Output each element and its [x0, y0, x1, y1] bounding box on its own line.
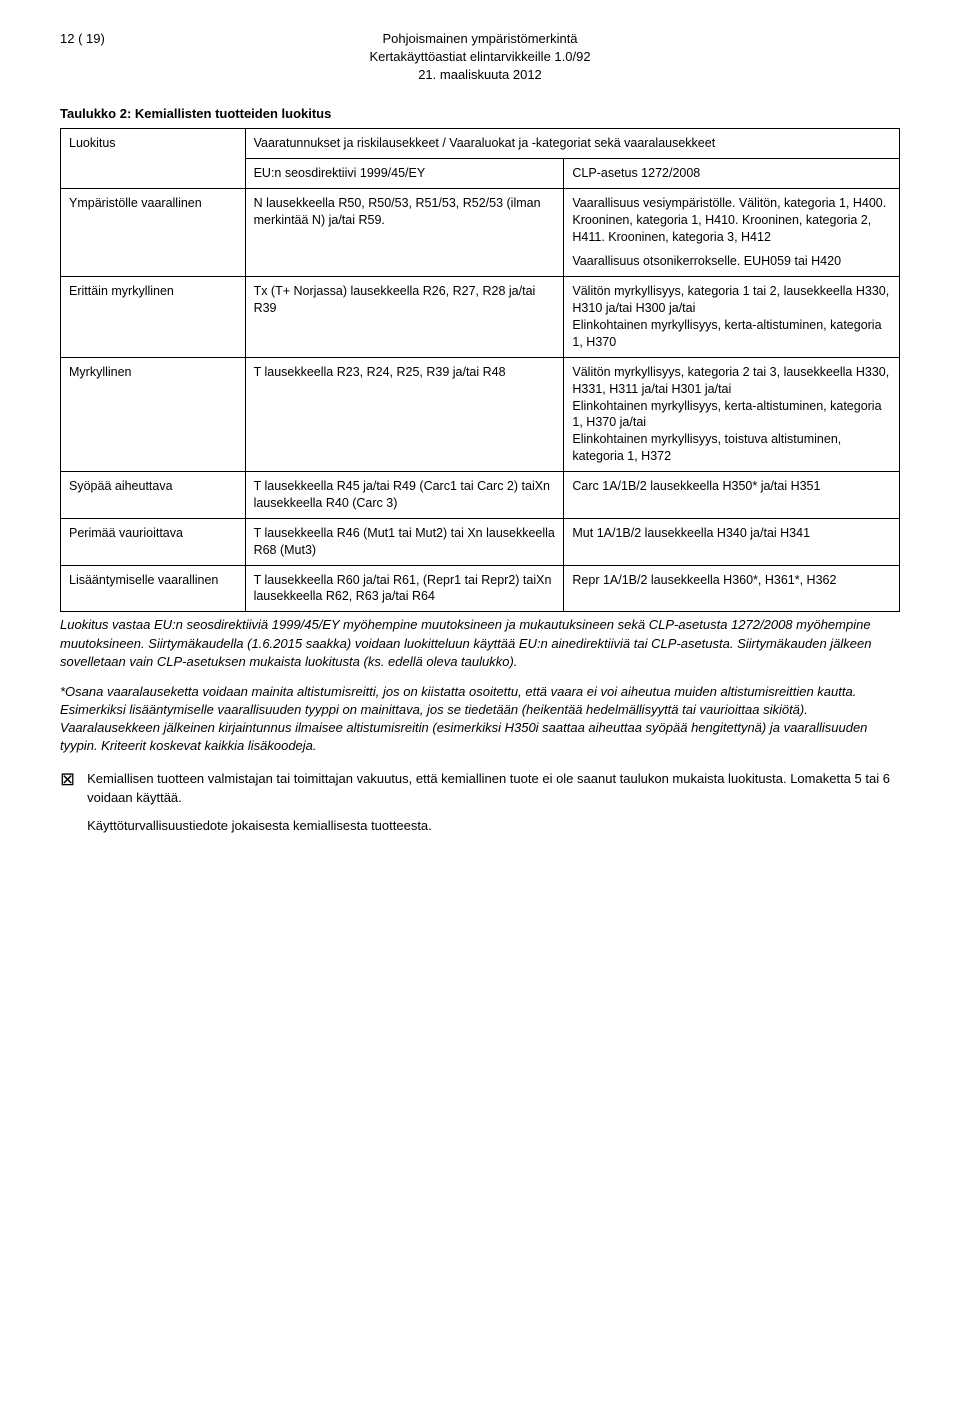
table-row: Myrkyllinen T lausekkeella R23, R24, R25…	[61, 357, 900, 471]
cell-right-main: Vaarallisuus vesiympäristölle. Välitön, …	[572, 196, 886, 244]
italic-note-1: Luokitus vastaa EU:n seosdirektiiviä 199…	[60, 616, 900, 671]
doc-title-line1: Pohjoismainen ympäristömerkintä	[60, 30, 900, 48]
cell-mid: T lausekkeella R60 ja/tai R61, (Repr1 ta…	[245, 565, 564, 612]
table-row: Ympäristölle vaarallinen N lausekkeella …	[61, 188, 900, 277]
cell-category: Syöpää aiheuttava	[61, 472, 246, 519]
subheader-right: CLP-asetus 1272/2008	[564, 158, 900, 188]
italic-note-2: *Osana vaaralauseketta voidaan mainita a…	[60, 683, 900, 756]
cell-category: Erittäin myrkyllinen	[61, 277, 246, 358]
table-row: Perimää vaurioittava T lausekkeella R46 …	[61, 518, 900, 565]
cell-mid: Tx (T+ Norjassa) lausekkeella R26, R27, …	[245, 277, 564, 358]
col-header-luokitus: Luokitus	[61, 129, 246, 189]
cell-mid: T lausekkeella R45 ja/tai R49 (Carc1 tai…	[245, 472, 564, 519]
checkbox-text-1: Kemiallisen tuotteen valmistajan tai toi…	[87, 770, 900, 808]
cell-right: Välitön myrkyllisyys, kategoria 2 tai 3,…	[564, 357, 900, 471]
cell-right: Repr 1A/1B/2 lausekkeella H360*, H361*, …	[564, 565, 900, 612]
table-row: Erittäin myrkyllinen Tx (T+ Norjassa) la…	[61, 277, 900, 358]
col-header-right-span: Vaaratunnukset ja riskilausekkeet / Vaar…	[245, 129, 899, 159]
checkbox-text-block: Kemiallisen tuotteen valmistajan tai toi…	[87, 770, 900, 837]
doc-title-line2: Kertakäyttöastiat elintarvikkeille 1.0/9…	[60, 48, 900, 66]
cell-right: Mut 1A/1B/2 lausekkeella H340 ja/tai H34…	[564, 518, 900, 565]
document-title-block: Pohjoismainen ympäristömerkintä Kertakäy…	[60, 30, 900, 85]
table-row: Syöpää aiheuttava T lausekkeella R45 ja/…	[61, 472, 900, 519]
cell-category: Myrkyllinen	[61, 357, 246, 471]
cell-category: Ympäristölle vaarallinen	[61, 188, 246, 277]
checkbox-text-2: Käyttöturvallisuustiedote jokaisesta kem…	[87, 817, 900, 836]
cell-category: Perimää vaurioittava	[61, 518, 246, 565]
cell-right-extra: Vaarallisuus otsonikerrokselle. EUH059 t…	[572, 253, 891, 270]
subheader-mid: EU:n seosdirektiivi 1999/45/EY	[245, 158, 564, 188]
page-number: 12 ( 19)	[60, 30, 105, 48]
classification-table: Luokitus Vaaratunnukset ja riskilausekke…	[60, 128, 900, 612]
checkbox-row: ⊠ Kemiallisen tuotteen valmistajan tai t…	[60, 770, 900, 837]
table-header-row: Luokitus Vaaratunnukset ja riskilausekke…	[61, 129, 900, 159]
table-caption: Taulukko 2: Kemiallisten tuotteiden luok…	[60, 105, 900, 123]
checkbox-icon: ⊠	[60, 770, 75, 790]
cell-right: Vaarallisuus vesiympäristölle. Välitön, …	[564, 188, 900, 277]
cell-right: Carc 1A/1B/2 lausekkeella H350* ja/tai H…	[564, 472, 900, 519]
cell-right: Välitön myrkyllisyys, kategoria 1 tai 2,…	[564, 277, 900, 358]
page-header: 12 ( 19) Pohjoismainen ympäristömerkintä…	[60, 30, 900, 85]
cell-mid: T lausekkeella R23, R24, R25, R39 ja/tai…	[245, 357, 564, 471]
cell-category: Lisääntymiselle vaarallinen	[61, 565, 246, 612]
doc-title-line3: 21. maaliskuuta 2012	[60, 66, 900, 84]
cell-mid: T lausekkeella R46 (Mut1 tai Mut2) tai X…	[245, 518, 564, 565]
table-row: Lisääntymiselle vaarallinen T lausekkeel…	[61, 565, 900, 612]
cell-mid: N lausekkeella R50, R50/53, R51/53, R52/…	[245, 188, 564, 277]
